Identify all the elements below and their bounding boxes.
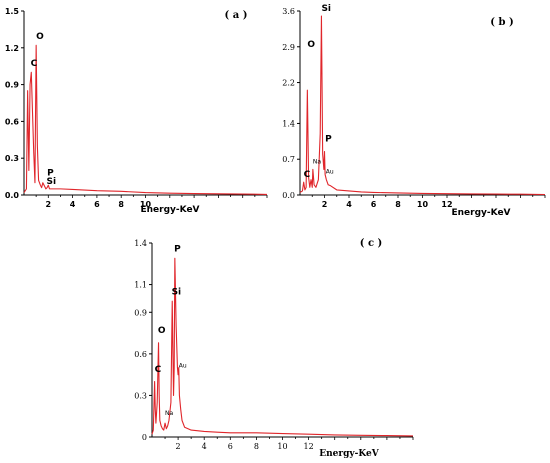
x-tick-label: 4 [70,200,76,209]
x-tick-label: 10 [417,200,429,209]
y-tick-label: 0.0 [5,191,20,200]
x-tick-label: 8 [395,200,401,209]
x-tick-label: 2 [322,200,328,209]
y-tick-label: 0.6 [5,117,20,126]
peak-label-c: C [31,59,38,69]
y-tick-label: 0.7 [282,155,295,164]
x-tick-label: 4 [346,200,352,209]
x-tick-label: 4 [202,442,207,451]
x-tick-label: 6 [94,200,100,209]
y-tick-label: 1.4 [282,119,295,128]
y-tick-label: 1.5 [5,7,20,16]
x-tick-label: 2 [176,442,181,451]
y-tick-label: 2.9 [282,43,295,52]
y-tick-label: 1.2 [5,44,19,53]
peak-label-o: O [158,326,166,336]
y-tick-label: 0.9 [134,308,147,317]
panel-title: ( b ) [490,17,513,28]
x-axis-label: Energy-KeV [140,205,199,215]
x-tick-label: 8 [254,442,259,451]
peak-label-p: P [325,134,332,144]
y-tick-label: 0 [142,433,147,442]
y-tick-label: 0.3 [5,154,19,163]
y-tick-label: 0.9 [5,81,20,90]
y-tick-label: 0.0 [282,191,295,200]
x-tick-label: 2 [46,200,52,209]
x-tick-label: 6 [228,442,233,451]
x-axis-label: Energy-KeV [319,449,379,459]
spectrum-series-line [151,257,414,437]
spectrum-panel-c: 0 0.3 0.6 0.9 1.1 1.4 2 4 6 8 10 12 Energy-KeV ( c ) C… [134,238,414,459]
x-tick-label: 10 [140,200,152,209]
y-tick-label: 1.4 [134,239,147,248]
peak-label-o: O [307,40,315,50]
y-tick-label: 2.2 [282,79,295,88]
peak-label-p: P [47,168,54,178]
x-tick-label: 12 [304,442,314,451]
x-axis-label: Energy-KeV [451,208,510,218]
peak-label-na: Na [165,410,173,417]
peak-label-si: Si [172,287,182,297]
panel-title: ( a ) [225,10,248,21]
peak-label-au: Au [179,363,187,370]
x-tick-label: 10 [277,442,287,451]
peak-label-c: C [304,170,311,180]
peak-label-o: O [36,32,44,42]
peak-label-c: C [155,365,162,375]
x-tick-label: 8 [118,200,124,209]
y-tick-label: 1.1 [134,281,147,290]
peak-label-na: Na [313,158,321,165]
y-tick-label: 0.6 [134,350,147,359]
spectrum-series-line [299,15,546,196]
peak-label-si: Si [46,177,56,187]
x-tick-label: 6 [371,200,377,209]
peak-label-p: P [174,244,181,254]
peak-label-au: Au [326,169,334,176]
x-tick-label: 12 [441,200,452,209]
peak-label-si: Si [321,4,331,14]
spectrum-series-line [23,44,268,195]
y-tick-label: 0.3 [134,391,147,400]
panel-title: ( c ) [360,238,383,249]
y-tick-label: 3.6 [282,7,295,16]
